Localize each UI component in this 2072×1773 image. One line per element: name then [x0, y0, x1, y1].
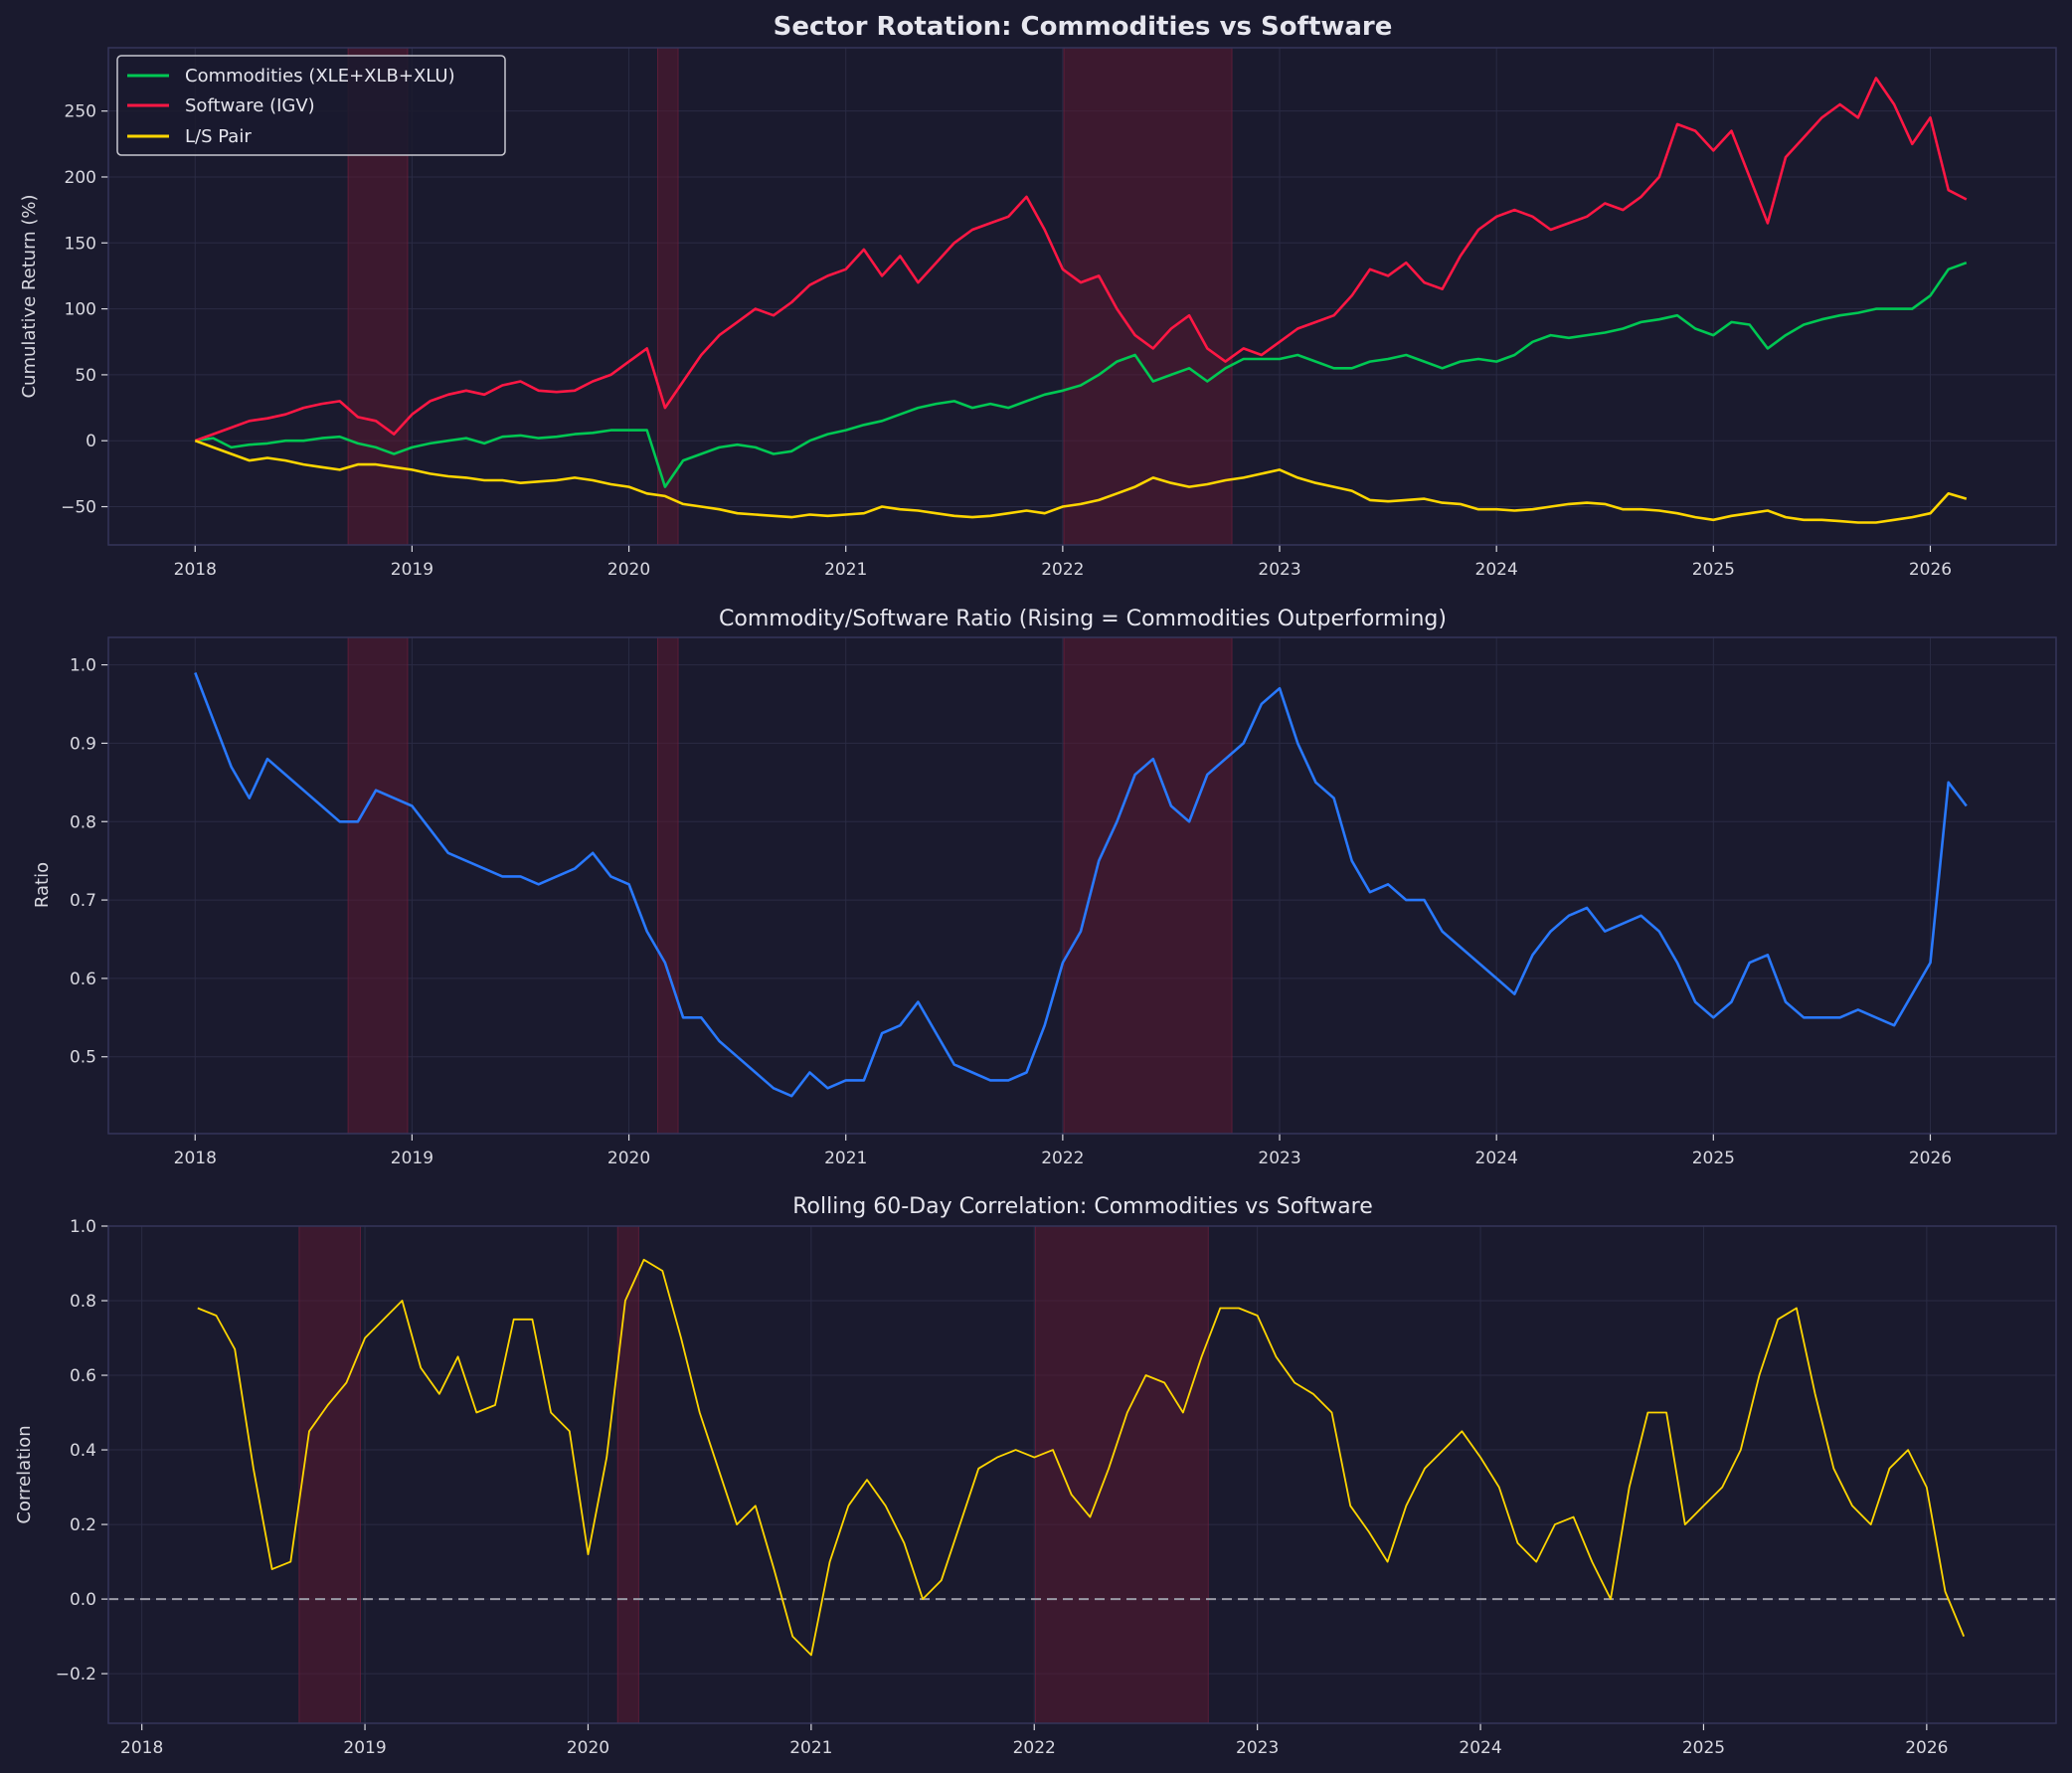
x-tick-label: 2018 [174, 1149, 217, 1168]
y-tick-label: 0.7 [70, 891, 96, 911]
y-tick-label: 0.4 [70, 1441, 96, 1461]
x-tick-label: 2022 [1041, 560, 1084, 580]
y-tick-label: 0.6 [70, 1366, 96, 1386]
y-tick-label: 250 [65, 102, 96, 122]
shaded-period [1034, 1225, 1209, 1724]
y-tick-label: 200 [65, 168, 96, 188]
y-tick-label: 0.2 [70, 1515, 96, 1535]
x-tick-label: 2024 [1459, 1738, 1501, 1758]
chart-title-2: Rolling 60-Day Correlation: Commodities … [792, 1194, 1372, 1219]
shaded-period [298, 1225, 361, 1724]
y-tick-label: 0.5 [70, 1048, 96, 1068]
y-tick-label: 0.8 [70, 1292, 96, 1312]
series-line-ratio [194, 672, 1968, 1098]
legend-label-software: Software (IGV) [185, 95, 315, 116]
x-tick-label: 2023 [1258, 1149, 1300, 1168]
y-axis-label-1: Ratio [32, 862, 53, 908]
x-tick-label: 2022 [1013, 1738, 1056, 1758]
shaded-period [347, 636, 409, 1135]
plot-frame-0 [107, 47, 2057, 546]
x-tick-label: 2024 [1475, 560, 1518, 580]
legend-box [116, 55, 506, 156]
y-tick-label: 100 [65, 300, 96, 320]
shaded-period [1063, 47, 1233, 546]
shaded-period [657, 636, 679, 1135]
x-tick-label: 2018 [174, 560, 217, 580]
series-line-pair [194, 439, 1968, 524]
x-tick-label: 2021 [789, 1738, 832, 1758]
x-tick-label: 2025 [1692, 560, 1735, 580]
y-tick-label: −0.2 [56, 1665, 96, 1684]
shaded-period [616, 1225, 639, 1724]
x-tick-label: 2022 [1041, 1149, 1084, 1168]
axes-layer: 2018 2019 2020 2021 2022 2023 2024 2025 2026 −50 0… [56, 47, 2057, 1758]
chart-title-1: Commodity/Software Ratio (Rising = Commo… [719, 607, 1447, 631]
x-tick-label: 2019 [343, 1738, 386, 1758]
plot-frame-1 [107, 636, 2057, 1135]
x-tick-label: 2019 [391, 560, 433, 580]
legend-label-commodities: Commodities (XLE+XLB+XLU) [185, 66, 455, 87]
y-tick-label: 0 [86, 432, 96, 451]
y-tick-label: −50 [61, 498, 96, 518]
plot-frame-2 [107, 1225, 2057, 1724]
series-line-correlation [197, 1258, 1966, 1657]
x-tick-label: 2021 [824, 1149, 867, 1168]
legend-label-pair: L/S Pair [185, 126, 252, 147]
x-tick-label: 2020 [567, 1738, 609, 1758]
y-tick-label: 0.8 [70, 812, 96, 832]
series-line-commodities [195, 261, 1968, 488]
y-tick-label: 150 [65, 234, 96, 254]
y-tick-label: 0.6 [70, 970, 96, 989]
x-tick-label: 2023 [1258, 560, 1300, 580]
chart-title-0: Sector Rotation: Commodities vs Software [774, 12, 1393, 42]
y-axis-label-0: Cumulative Return (%) [19, 194, 40, 398]
y-tick-label: 1.0 [70, 656, 96, 676]
series-line-software [194, 77, 1968, 443]
shaded-period [1063, 636, 1233, 1135]
y-tick-label: 50 [75, 366, 96, 386]
y-tick-label: 0.0 [70, 1590, 96, 1610]
x-tick-label: 2023 [1236, 1738, 1279, 1758]
x-tick-label: 2026 [1909, 560, 1952, 580]
x-tick-label: 2021 [824, 560, 867, 580]
y-axis-label-2: Correlation [14, 1425, 35, 1523]
x-tick-label: 2020 [607, 560, 650, 580]
x-tick-label: 2026 [1909, 1149, 1952, 1168]
x-tick-label: 2020 [607, 1149, 650, 1168]
x-tick-label: 2018 [120, 1738, 163, 1758]
x-tick-label: 2019 [391, 1149, 433, 1168]
x-tick-label: 2025 [1692, 1149, 1735, 1168]
legend: Commodities (XLE+XLB+XLU) Software (IGV)… [116, 55, 506, 156]
x-tick-label: 2025 [1682, 1738, 1725, 1758]
x-tick-label: 2026 [1905, 1738, 1948, 1758]
y-tick-label: 1.0 [70, 1217, 96, 1237]
y-tick-label: 0.9 [70, 734, 96, 754]
x-tick-label: 2024 [1475, 1149, 1518, 1168]
